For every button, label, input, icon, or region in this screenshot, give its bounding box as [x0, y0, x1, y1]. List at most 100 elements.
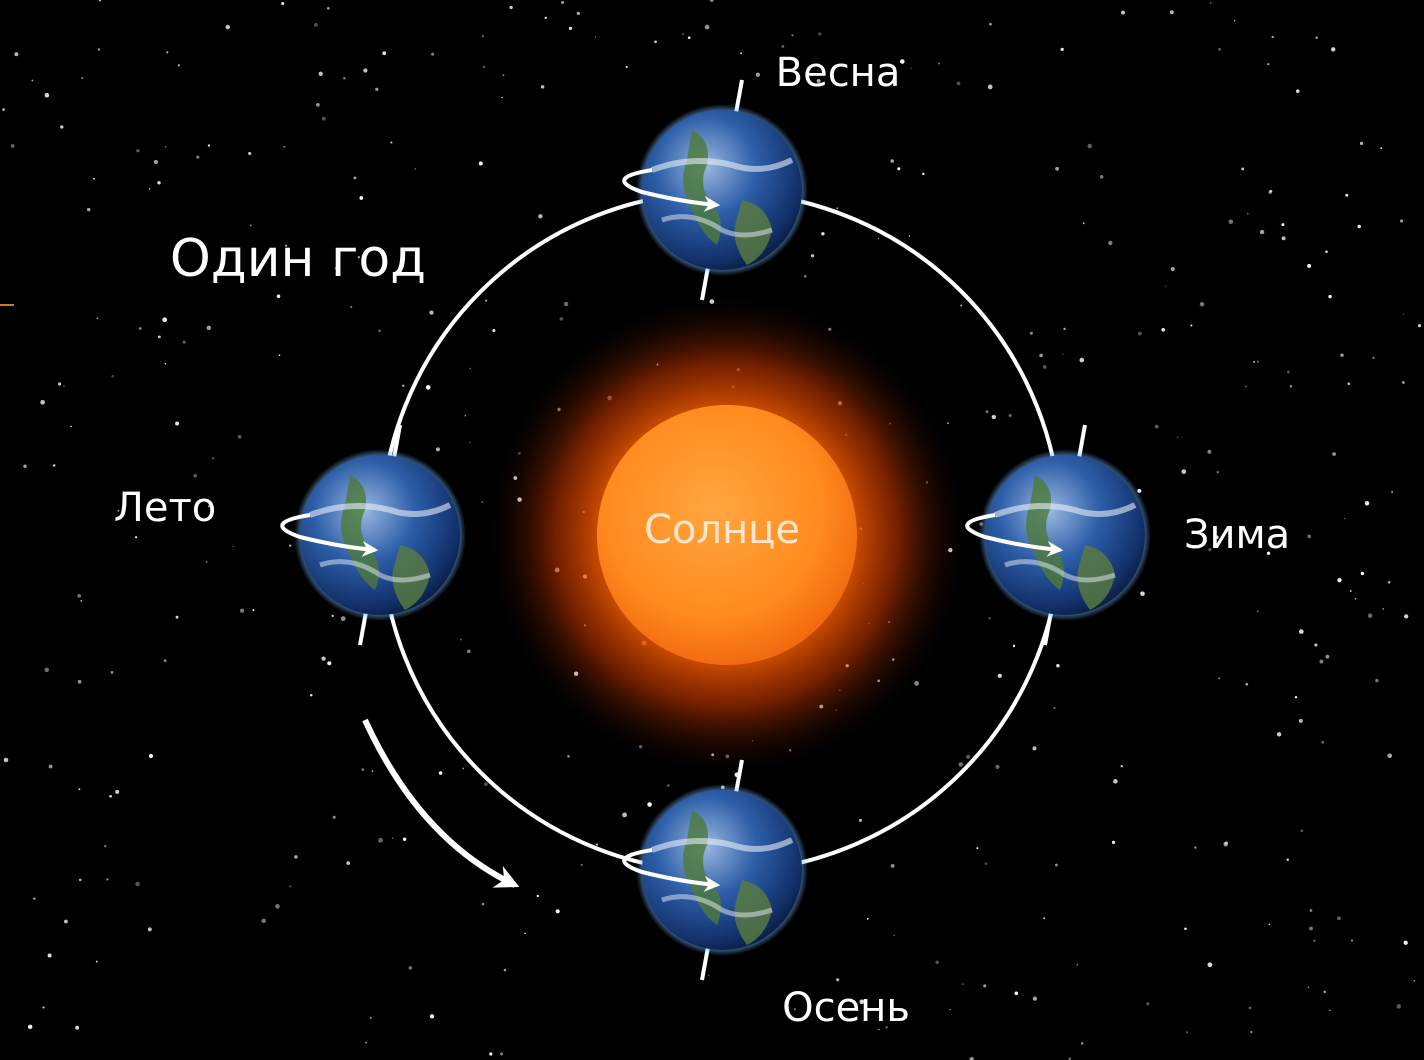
- star: [106, 878, 108, 880]
- star: [1140, 591, 1145, 596]
- star: [1404, 614, 1408, 618]
- star: [1404, 941, 1408, 945]
- star: [409, 966, 413, 970]
- star: [501, 97, 503, 99]
- star: [483, 66, 485, 68]
- star: [375, 88, 378, 91]
- star: [482, 903, 485, 906]
- star: [1380, 147, 1382, 149]
- star: [1365, 501, 1370, 506]
- star: [900, 59, 905, 64]
- star: [1055, 864, 1058, 867]
- star: [1329, 1010, 1330, 1011]
- star: [894, 935, 895, 936]
- star: [890, 159, 894, 163]
- star: [821, 232, 824, 235]
- season-label: Лето: [114, 485, 216, 531]
- star: [1077, 964, 1079, 966]
- star: [359, 196, 363, 200]
- star: [688, 36, 691, 39]
- star: [350, 306, 352, 308]
- star: [365, 1042, 367, 1044]
- star: [1033, 996, 1037, 1000]
- star: [49, 765, 53, 769]
- star: [556, 909, 560, 913]
- star: [157, 181, 160, 184]
- star: [1182, 469, 1187, 474]
- star: [1382, 608, 1384, 610]
- star: [878, 238, 879, 239]
- star: [1121, 11, 1125, 15]
- earth-globe: [979, 449, 1151, 621]
- star: [1225, 841, 1228, 844]
- star: [1194, 847, 1196, 849]
- star: [1108, 241, 1112, 245]
- star: [1290, 385, 1293, 388]
- star: [248, 152, 251, 155]
- star: [1218, 677, 1220, 679]
- star: [1337, 916, 1341, 920]
- star: [581, 864, 583, 866]
- star: [1282, 236, 1286, 240]
- star: [1403, 313, 1404, 314]
- star: [791, 34, 793, 36]
- star: [469, 368, 470, 369]
- star: [1357, 225, 1361, 229]
- star: [403, 838, 406, 841]
- season-label: Осень: [782, 985, 910, 1031]
- star: [1161, 328, 1165, 332]
- star: [1032, 746, 1036, 750]
- star: [1337, 578, 1341, 582]
- star: [460, 639, 461, 640]
- star: [957, 82, 961, 86]
- star: [378, 838, 383, 843]
- star: [327, 7, 330, 10]
- star: [294, 855, 298, 859]
- star: [1269, 924, 1271, 926]
- star: [1319, 660, 1323, 664]
- star: [818, 32, 821, 35]
- star: [1355, 598, 1357, 600]
- star: [402, 385, 404, 387]
- star: [1313, 939, 1315, 941]
- star: [481, 501, 483, 503]
- star: [544, 17, 546, 19]
- star: [911, 68, 912, 69]
- star: [135, 882, 140, 887]
- star: [183, 341, 186, 344]
- star: [158, 336, 161, 339]
- star: [1299, 719, 1303, 723]
- star: [1315, 36, 1318, 39]
- star: [859, 819, 862, 822]
- star: [1121, 765, 1123, 767]
- star: [370, 1017, 372, 1019]
- star: [467, 649, 471, 653]
- star: [836, 978, 839, 981]
- star: [207, 326, 212, 331]
- star: [63, 385, 65, 387]
- earth-globe: [294, 449, 466, 621]
- star: [935, 960, 939, 964]
- star: [1030, 332, 1033, 335]
- star: [524, 933, 526, 935]
- star: [78, 788, 80, 790]
- star: [1351, 939, 1353, 941]
- star: [1053, 707, 1055, 709]
- star: [279, 354, 281, 356]
- star: [1361, 572, 1364, 575]
- star: [1208, 962, 1213, 967]
- star: [281, 2, 284, 5]
- star: [353, 176, 356, 179]
- star: [465, 415, 466, 416]
- star: [1013, 645, 1015, 647]
- star: [1218, 48, 1221, 51]
- star: [283, 146, 285, 148]
- star: [77, 594, 81, 598]
- star: [1083, 223, 1085, 225]
- star: [1332, 452, 1336, 456]
- star: [426, 385, 431, 390]
- star: [28, 1025, 32, 1029]
- star: [1340, 353, 1343, 356]
- star: [1200, 302, 1205, 307]
- star: [485, 300, 487, 302]
